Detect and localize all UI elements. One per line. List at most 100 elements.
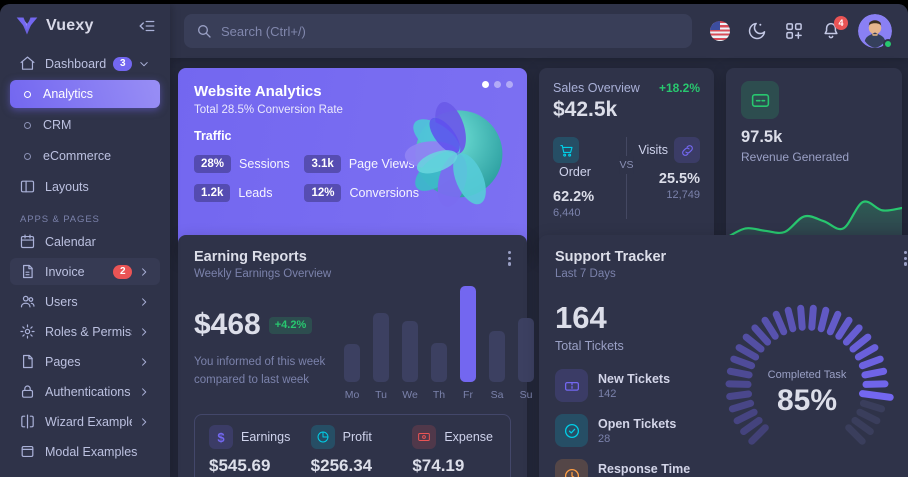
earning-reports-menu-icon[interactable] [506, 249, 513, 268]
traffic-label: Page Views [348, 157, 415, 171]
sidebar-nav: Dashboard 3 Analytics CRM eCommerce Layouts AP… [0, 45, 170, 477]
traffic-stat-leads: 1.2k Leads [194, 184, 304, 202]
sidebar-badge: 2 [113, 264, 132, 279]
search-icon [198, 25, 211, 38]
home-icon [19, 55, 36, 72]
dollar-icon: $ [217, 429, 225, 445]
language-flag-icon[interactable] [710, 21, 730, 41]
bullet-icon [24, 121, 31, 129]
users-icon [19, 293, 36, 310]
sidebar-item-roles-permissions[interactable]: Roles & Permissions [10, 318, 160, 345]
earning-reports-subtitle: Weekly Earnings Overview [194, 268, 332, 280]
sidebar-item-modal-examples[interactable]: Modal Examples [10, 438, 160, 465]
visits-stat: Visits 25.5% 12,749 [631, 137, 700, 219]
lock-icon [19, 383, 36, 400]
notification-badge: 4 [834, 16, 848, 30]
chevron-right-icon [137, 265, 151, 279]
main-area: 4 Website Analyt [170, 4, 908, 477]
search-input[interactable] [221, 23, 680, 39]
traffic-stat-sessions: 28% Sessions [194, 155, 304, 173]
bar-fr: Fr [460, 286, 476, 401]
carousel-dot-3[interactable] [506, 81, 513, 88]
earning-stat-profit: Profit $256.34 [310, 425, 395, 477]
stat-value: $74.19 [412, 456, 465, 475]
order-stat: Order 62.2% 6,440 [553, 137, 622, 219]
website-analytics-subtitle: Total 28.5% Conversion Rate [194, 104, 343, 116]
traffic-value: 1.2k [194, 184, 231, 202]
notifications-bell-icon[interactable]: 4 [821, 16, 848, 41]
stat-value: $256.34 [310, 456, 373, 475]
sidebar-item-authentications[interactable]: Authentications [10, 378, 160, 405]
calendar-icon [19, 233, 36, 250]
sidebar-item-label: Users [45, 294, 78, 309]
carousel-dot-1[interactable] [482, 81, 489, 88]
vs-divider: VS [619, 137, 634, 219]
topbar: 4 [170, 4, 908, 58]
earnings-description: You informed of this week compared to la… [194, 356, 326, 386]
sidebar-item-ecommerce[interactable]: eCommerce [10, 142, 160, 170]
apps-shortcuts-icon[interactable] [784, 21, 804, 41]
sidebar-item-invoice[interactable]: Invoice 2 [10, 258, 160, 285]
sidebar-item-label: Wizard Examples [45, 414, 132, 429]
earning-reports-title: Earning Reports [194, 249, 307, 265]
carousel-dots [482, 81, 513, 88]
order-cart-icon [553, 137, 579, 163]
carousel-dot-2[interactable] [494, 81, 501, 88]
bar-label: Su [519, 389, 533, 401]
pie-icon [316, 430, 330, 444]
sidebar-item-calendar[interactable]: Calendar [10, 228, 160, 255]
bar-fill [373, 312, 389, 382]
search-box[interactable] [184, 14, 692, 48]
sidebar-collapse-icon[interactable] [138, 17, 156, 35]
bar-we: We [402, 286, 418, 401]
ticket-stat-value: 28 [598, 432, 611, 445]
traffic-stats: 28% Sessions 3.1k Page Views 1.2k Leads 12% Con… [194, 155, 429, 202]
sidebar-item-pages[interactable]: Pages [10, 348, 160, 375]
sidebar: Vuexy Dashboard 3 Analytics CRM eCommerce Lay… [0, 4, 170, 477]
order-percent: 62.2% [553, 189, 595, 205]
traffic-stat-page-views: 3.1k Page Views [304, 155, 429, 173]
sidebar-item-layouts[interactable]: Layouts [10, 173, 160, 200]
total-tickets-value: 164 [555, 300, 607, 335]
support-tracker-menu-icon[interactable] [902, 249, 908, 268]
analytics-sphere-graphic [404, 102, 503, 207]
traffic-label: Leads [238, 186, 273, 200]
credit-card-icon [741, 81, 779, 119]
sidebar-item-analytics[interactable]: Analytics [10, 80, 160, 108]
topbar-icons: 4 [710, 14, 893, 49]
ticket-stat-value: 142 [598, 387, 617, 400]
visits-count: 12,749 [666, 189, 700, 201]
visits-link-icon [674, 137, 700, 163]
chevron-right-icon [137, 385, 151, 399]
ticket-stat-new-tickets: New Tickets 142 [555, 369, 713, 402]
modal-icon [19, 443, 36, 460]
expense-icon [417, 430, 431, 444]
sales-total: $42.5k [553, 98, 618, 121]
check-icon [555, 414, 588, 447]
sidebar-item-crm[interactable]: CRM [10, 111, 160, 139]
stat-label: Earnings [241, 430, 291, 444]
wizard-icon [19, 413, 36, 430]
website-analytics-card: Website Analytics Total 28.5% Conversion… [178, 68, 527, 256]
sidebar-item-dashboard[interactable]: Dashboard 3 [10, 50, 160, 77]
stat-label: Expense [444, 430, 493, 444]
revenue-value: 97.5k [741, 128, 783, 146]
sidebar-item-wizard-examples[interactable]: Wizard Examples [10, 408, 160, 435]
bar-fill [431, 342, 447, 382]
ticket-icon [555, 369, 588, 402]
ticket-stat-label: Open Tickets [598, 416, 677, 431]
bullet-icon [24, 90, 31, 98]
sidebar-item-label: Analytics [43, 87, 94, 101]
support-tracker-subtitle: Last 7 Days [555, 268, 616, 280]
user-avatar[interactable] [858, 14, 893, 49]
bar-label: Tu [375, 389, 387, 401]
earning-stat-earnings: $ Earnings $545.69 [209, 425, 293, 477]
gauge-label: Completed Task [768, 369, 847, 381]
support-tracker-card: Support Tracker Last 7 Days 164 Total Ti… [539, 235, 908, 477]
traffic-value: 3.1k [304, 155, 341, 173]
sidebar-item-users[interactable]: Users [10, 288, 160, 315]
dark-mode-moon-icon[interactable] [747, 21, 767, 41]
bar-sa: Sa [489, 286, 505, 401]
sidebar-item-label: Pages [45, 354, 81, 369]
sales-overview-card: Sales Overview +18.2% $42.5k Order 62.2% [539, 68, 714, 256]
